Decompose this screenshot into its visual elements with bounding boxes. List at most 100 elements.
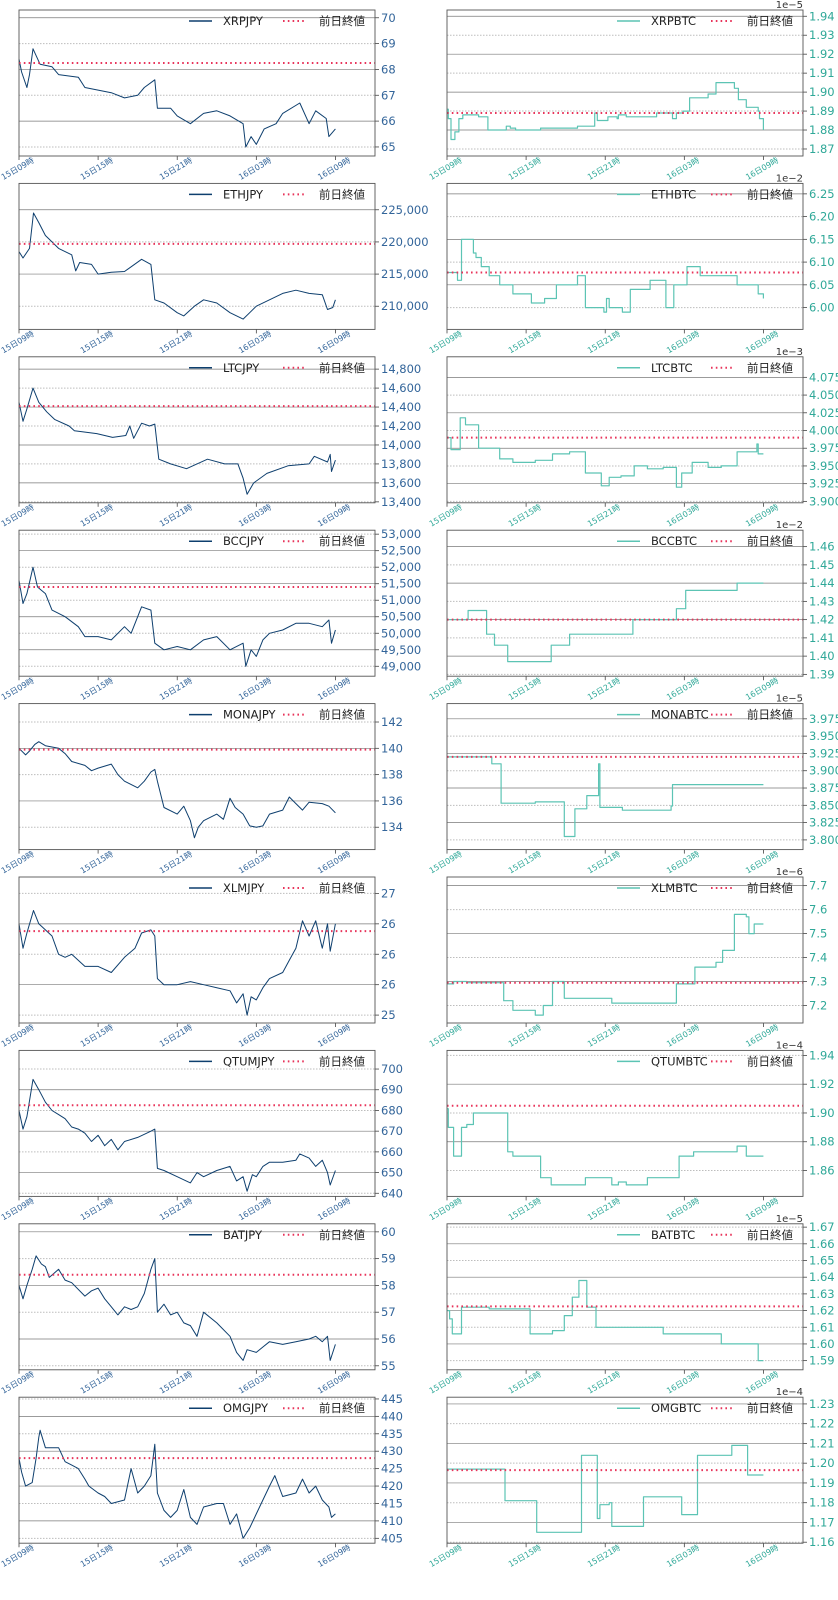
x-tick-label: 16日09時 bbox=[316, 676, 352, 702]
x-tick-label: 16日09時 bbox=[316, 1370, 352, 1396]
y-tick-label: 1.88 bbox=[809, 1135, 835, 1149]
x-tick-label: 16日03時 bbox=[665, 503, 701, 529]
legend: BATJPY 前日終値 bbox=[189, 1228, 365, 1242]
plot-frame bbox=[446, 876, 804, 1024]
y-tick-label: 7.2 bbox=[809, 998, 827, 1012]
x-tick-label: 15日15時 bbox=[507, 1023, 543, 1049]
series-line-omgbtc bbox=[447, 1444, 764, 1533]
series-line-bccjpy bbox=[18, 566, 336, 667]
y-tick-label: 3.950 bbox=[809, 729, 838, 743]
y-tick-label: 3.825 bbox=[809, 816, 838, 830]
plot-frame bbox=[18, 1223, 376, 1371]
x-tick-label: 16日09時 bbox=[316, 329, 352, 355]
y-tick-label: 4.025 bbox=[809, 406, 838, 420]
legend-prev-close-label: 前日終値 bbox=[747, 534, 793, 548]
x-tick-label: 15日09時 bbox=[428, 1370, 464, 1396]
y-tick-label: 220,000 bbox=[381, 235, 429, 249]
legend: XRPJPY 前日終値 bbox=[189, 14, 365, 28]
y-tick-label: 1.42 bbox=[809, 613, 835, 627]
series-line-omgjpy bbox=[18, 1429, 336, 1539]
y-tick-label: 650 bbox=[381, 1166, 403, 1180]
x-tick-label: 15日15時 bbox=[507, 329, 543, 355]
y-tick-label: 1.92 bbox=[809, 47, 835, 61]
y-tick-label: 50,000 bbox=[381, 626, 421, 640]
y-tick-label: 66 bbox=[381, 114, 396, 128]
x-tick-label: 15日09時 bbox=[0, 503, 36, 529]
y-tick-label: 420 bbox=[381, 1479, 403, 1493]
axis-exponent-label: 1e−4 bbox=[776, 1387, 803, 1398]
y-tick-label: 6.15 bbox=[809, 232, 835, 246]
chart-xrpjpy: 65 66 67 68 69 70 15日09時 15日15時 15日21時 16日03時 16日0… bbox=[0, 9, 396, 182]
legend: MONAJPY 前日終値 bbox=[189, 708, 365, 722]
series-line-monajpy bbox=[18, 741, 336, 839]
y-tick-label: 1.66 bbox=[809, 1237, 835, 1251]
series-line-ltcbtc bbox=[447, 417, 764, 488]
y-tick-label: 3.800 bbox=[809, 833, 838, 847]
y-tick-label: 57 bbox=[381, 1305, 396, 1319]
y-tick-label: 51,000 bbox=[381, 593, 421, 607]
legend-prev-close-label: 前日終値 bbox=[747, 1401, 793, 1415]
x-tick-label: 16日03時 bbox=[665, 1023, 701, 1049]
x-tick-label: 15日15時 bbox=[79, 849, 115, 875]
y-tick-label: 440 bbox=[381, 1409, 403, 1423]
series-line-xlmjpy bbox=[18, 910, 336, 1016]
x-tick-label: 15日21時 bbox=[586, 1196, 622, 1222]
x-tick-label: 16日03時 bbox=[237, 1370, 273, 1396]
y-tick-label: 3.900 bbox=[809, 764, 838, 778]
y-tick-label: 59 bbox=[381, 1252, 396, 1266]
x-tick-label: 15日15時 bbox=[79, 1023, 115, 1049]
chart-omgjpy: 405 410 415 420 425 430 435 440 445 15日09時 15日15時 1… bbox=[0, 1392, 403, 1569]
y-tick-label: 1.88 bbox=[809, 123, 835, 137]
x-tick-label: 16日03時 bbox=[665, 849, 701, 875]
chart-bccbtc: 1.39 1.40 1.41 1.42 1.43 1.44 1.45 1.46 15日09時 15… bbox=[428, 520, 835, 702]
x-tick-label: 16日03時 bbox=[237, 1023, 273, 1049]
y-tick-label: 405 bbox=[381, 1531, 403, 1545]
x-tick-label: 16日03時 bbox=[237, 849, 273, 875]
y-tick-label: 14,400 bbox=[381, 400, 421, 414]
plot-frame bbox=[446, 703, 804, 851]
axis-exponent-label: 1e−4 bbox=[776, 1040, 803, 1051]
x-tick-label: 15日15時 bbox=[79, 156, 115, 182]
y-tick-label: 425 bbox=[381, 1462, 403, 1476]
x-tick-label: 15日09時 bbox=[0, 849, 36, 875]
chart-qtumjpy: 640 650 660 670 680 690 700 15日09時 15日15時 15日21時 1… bbox=[0, 1049, 403, 1222]
series-line-ethbtc bbox=[447, 238, 764, 313]
y-tick-label: 225,000 bbox=[381, 203, 429, 217]
y-tick-label: 430 bbox=[381, 1444, 403, 1458]
x-tick-label: 15日21時 bbox=[158, 1196, 194, 1222]
y-tick-label: 680 bbox=[381, 1103, 403, 1117]
y-tick-label: 1.89 bbox=[809, 104, 835, 118]
x-tick-label: 15日15時 bbox=[507, 503, 543, 529]
series-line-qtumbtc bbox=[447, 1108, 764, 1186]
y-tick-label: 1.39 bbox=[809, 667, 835, 681]
x-tick-label: 15日21時 bbox=[158, 1023, 194, 1049]
x-tick-label: 15日09時 bbox=[428, 849, 464, 875]
legend-series-name: XLMBTC bbox=[651, 881, 697, 895]
y-tick-label: 140 bbox=[381, 741, 403, 755]
y-tick-label: 215,000 bbox=[381, 267, 429, 281]
y-tick-label: 1.86 bbox=[809, 1164, 835, 1178]
y-tick-label: 134 bbox=[381, 820, 403, 834]
y-tick-label: 445 bbox=[381, 1392, 403, 1406]
y-tick-label: 3.875 bbox=[809, 781, 838, 795]
x-tick-label: 15日09時 bbox=[0, 1196, 36, 1222]
y-tick-label: 1.18 bbox=[809, 1496, 835, 1510]
legend-series-name: BATJPY bbox=[223, 1228, 263, 1242]
plot-frame bbox=[446, 1396, 804, 1544]
x-tick-label: 16日09時 bbox=[316, 1023, 352, 1049]
y-tick-label: 55 bbox=[381, 1359, 396, 1373]
y-tick-label: 56 bbox=[381, 1332, 396, 1346]
x-tick-label: 15日21時 bbox=[586, 1023, 622, 1049]
y-tick-label: 700 bbox=[381, 1062, 403, 1076]
y-tick-label: 435 bbox=[381, 1427, 403, 1441]
x-tick-label: 15日21時 bbox=[158, 1370, 194, 1396]
legend-series-name: QTUMBTC bbox=[651, 1054, 708, 1068]
y-tick-label: 1.41 bbox=[809, 631, 835, 645]
x-tick-label: 15日21時 bbox=[586, 1543, 622, 1569]
y-tick-label: 1.65 bbox=[809, 1254, 835, 1268]
series-line-xrpbtc bbox=[447, 82, 764, 141]
legend-prev-close-label: 前日終値 bbox=[319, 534, 365, 548]
y-tick-label: 52,500 bbox=[381, 544, 421, 558]
y-tick-label: 136 bbox=[381, 794, 403, 808]
y-tick-label: 67 bbox=[381, 88, 396, 102]
